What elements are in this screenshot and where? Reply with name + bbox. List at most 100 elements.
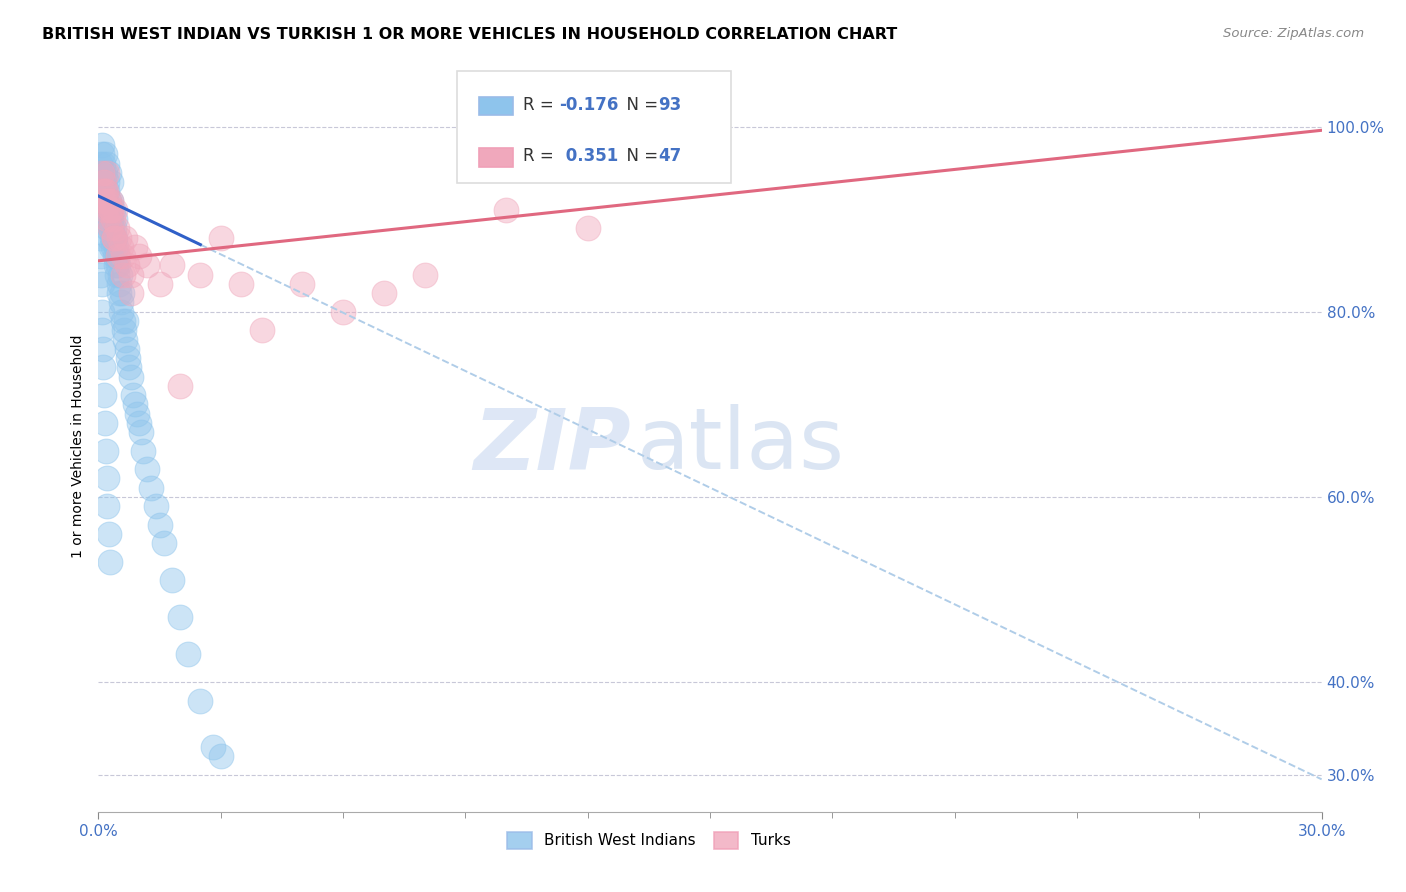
Point: [111, 314, 134, 328]
Point: [188, 268, 212, 282]
Point: [120, 286, 142, 301]
Point: [110, 304, 132, 318]
Text: ZIP: ZIP: [472, 404, 630, 488]
Point: [96, 166, 118, 180]
Point: [127, 407, 149, 421]
Point: [96, 221, 118, 235]
Point: [149, 277, 172, 291]
Y-axis label: 1 or more Vehicles in Household: 1 or more Vehicles in Household: [70, 334, 84, 558]
Point: [136, 462, 159, 476]
Point: [124, 240, 146, 254]
Point: [94, 202, 117, 217]
Point: [103, 230, 125, 244]
Point: [231, 277, 253, 291]
Point: [209, 230, 232, 244]
Point: [107, 259, 129, 273]
Point: [373, 286, 395, 301]
Text: -0.176: -0.176: [560, 95, 619, 113]
Legend: British West Indians, Turks: British West Indians, Turks: [501, 825, 797, 855]
Point: [291, 277, 314, 291]
Point: [100, 212, 122, 227]
Point: [94, 185, 117, 199]
Point: [100, 194, 122, 208]
Point: [169, 379, 191, 393]
Point: [91, 175, 114, 189]
Point: [105, 221, 128, 235]
Point: [209, 749, 232, 764]
Point: [201, 739, 224, 754]
Point: [89, 156, 111, 170]
Point: [104, 249, 127, 263]
Point: [98, 194, 121, 208]
Point: [96, 202, 118, 217]
Point: [90, 147, 112, 161]
Point: [91, 342, 114, 356]
Point: [91, 185, 114, 199]
Point: [94, 194, 117, 208]
Point: [132, 443, 155, 458]
Point: [107, 249, 129, 263]
Point: [495, 202, 517, 217]
Point: [91, 166, 114, 180]
Point: [145, 499, 167, 513]
Point: [93, 175, 115, 189]
Text: BRITISH WEST INDIAN VS TURKISH 1 OR MORE VEHICLES IN HOUSEHOLD CORRELATION CHART: BRITISH WEST INDIAN VS TURKISH 1 OR MORE…: [42, 27, 897, 42]
Point: [90, 268, 112, 282]
Point: [98, 221, 121, 235]
Text: 47: 47: [658, 147, 682, 165]
Point: [152, 536, 174, 550]
Point: [96, 185, 118, 199]
Point: [90, 249, 112, 263]
Point: [576, 221, 599, 235]
Point: [112, 323, 135, 337]
Point: [129, 425, 152, 439]
Point: [98, 555, 121, 569]
Point: [97, 166, 120, 180]
Point: [94, 416, 117, 430]
Text: Source: ZipAtlas.com: Source: ZipAtlas.com: [1223, 27, 1364, 40]
Point: [93, 175, 115, 189]
Point: [101, 212, 124, 227]
Point: [120, 369, 142, 384]
Point: [93, 388, 115, 402]
Point: [250, 323, 273, 337]
Text: 0.351: 0.351: [560, 147, 617, 165]
Point: [90, 277, 112, 291]
Point: [91, 194, 114, 208]
Point: [98, 212, 121, 227]
Point: [91, 360, 114, 375]
Point: [93, 194, 115, 208]
Point: [91, 166, 114, 180]
Point: [177, 648, 200, 662]
Point: [141, 481, 163, 495]
Point: [108, 230, 131, 244]
Point: [96, 499, 118, 513]
Point: [108, 286, 131, 301]
Point: [103, 230, 125, 244]
Point: [413, 268, 436, 282]
Point: [91, 138, 114, 153]
Text: N =: N =: [616, 95, 664, 113]
Point: [104, 202, 127, 217]
Point: [188, 693, 212, 707]
Point: [105, 249, 128, 263]
Point: [96, 156, 118, 170]
Text: R =: R =: [523, 147, 560, 165]
Point: [94, 443, 117, 458]
Point: [93, 185, 115, 199]
Point: [97, 527, 120, 541]
Point: [108, 268, 131, 282]
Point: [100, 202, 122, 217]
Point: [111, 286, 134, 301]
Point: [160, 574, 183, 588]
Point: [91, 202, 114, 217]
Point: [101, 240, 124, 254]
Point: [104, 212, 127, 227]
Point: [96, 175, 118, 189]
Point: [103, 221, 125, 235]
Point: [136, 259, 159, 273]
Point: [114, 333, 136, 347]
Point: [104, 240, 127, 254]
Point: [149, 517, 172, 532]
Text: R =: R =: [523, 95, 560, 113]
